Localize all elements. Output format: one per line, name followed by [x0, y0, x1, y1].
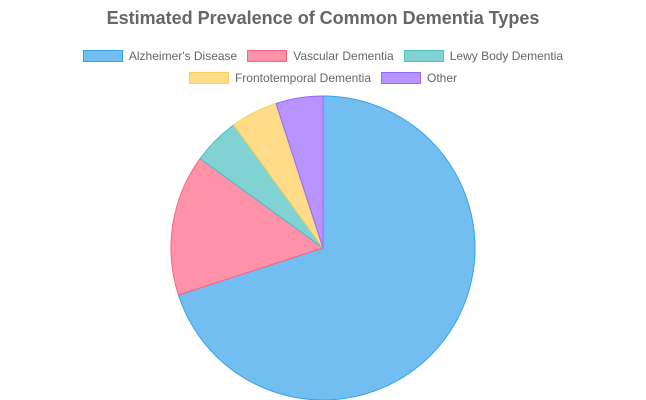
legend-row: Frontotemporal Dementia Other: [0, 71, 646, 85]
legend-label: Alzheimer's Disease: [128, 49, 238, 63]
legend-label: Lewy Body Dementia: [449, 49, 564, 63]
legend-swatch: [403, 50, 444, 62]
legend-label: Other: [427, 71, 458, 85]
legend-item[interactable]: Other: [381, 71, 457, 85]
legend-label: Frontotemporal Dementia: [234, 71, 372, 85]
chart-title: Estimated Prevalence of Common Dementia …: [106, 8, 540, 28]
legend-item[interactable]: Frontotemporal Dementia: [188, 71, 372, 85]
legend-swatch: [247, 50, 288, 62]
pie-slice[interactable]: [275, 95, 324, 249]
legend-label: Vascular Dementia: [293, 49, 394, 63]
legend-swatch: [82, 50, 123, 62]
legend-swatch: [381, 72, 422, 84]
pie-slice[interactable]: [177, 95, 476, 400]
legend-row: Alzheimer's Disease Vascular Dementia Lewy…: [0, 49, 646, 63]
legend-item[interactable]: Vascular Dementia: [247, 49, 394, 63]
legend-item[interactable]: Alzheimer's Disease: [82, 49, 238, 63]
pie-slice[interactable]: [170, 157, 325, 296]
legend-item[interactable]: Lewy Body Dementia: [403, 49, 564, 63]
legend-swatch: [188, 72, 229, 84]
